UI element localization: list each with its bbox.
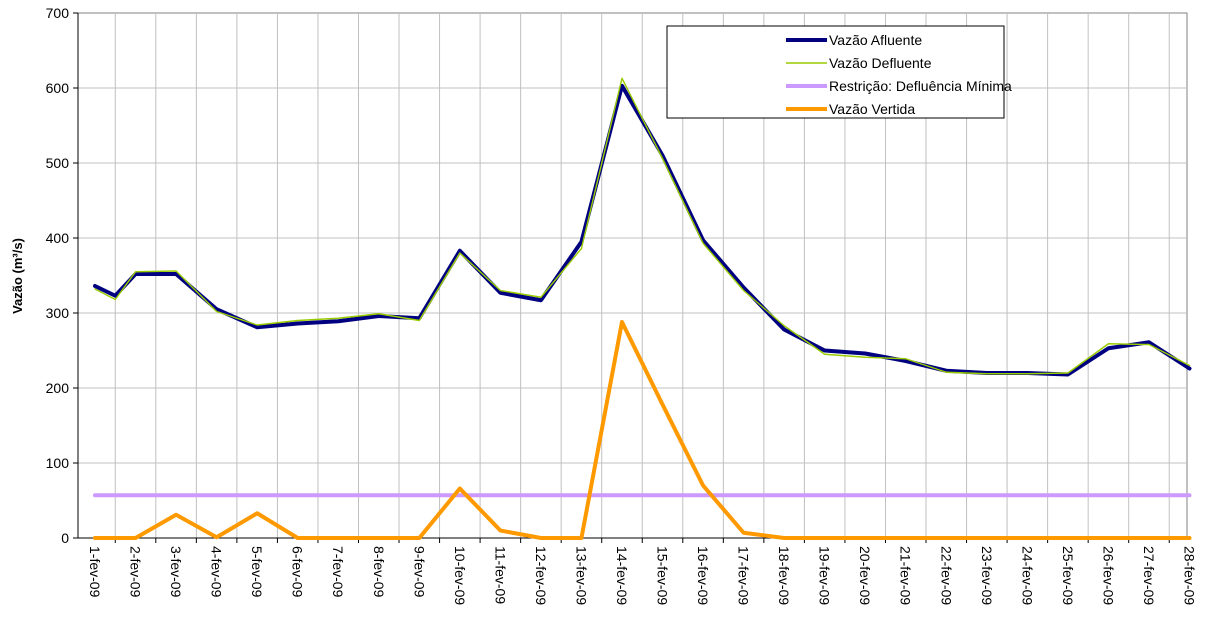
y-tick-label: 600 (46, 80, 70, 96)
series-line-3 (93, 320, 1192, 540)
x-tick-label: 2-fev-09 (128, 546, 144, 598)
legend-label-1: Vazão Defluente (829, 55, 932, 71)
x-tick-label: 9-fev-09 (411, 546, 427, 598)
series-line-0 (93, 83, 1192, 377)
grid (78, 13, 1187, 538)
x-tick-label: 24-fev-09 (1019, 546, 1035, 605)
y-axis-title: Vazão (m³/s) (10, 238, 25, 314)
x-tick-label: 18-fev-09 (776, 546, 792, 605)
x-tick-label: 25-fev-09 (1060, 546, 1076, 605)
x-tick-label: 28-fev-09 (1182, 546, 1198, 605)
series-line-1 (94, 77, 1191, 375)
x-tick-label: 23-fev-09 (979, 546, 995, 605)
x-tick-label: 27-fev-09 (1141, 546, 1157, 605)
x-tick-label: 12-fev-09 (533, 546, 549, 605)
x-tick-label: 11-fev-09 (492, 546, 508, 604)
series-group (93, 77, 1192, 540)
y-tick-label: 400 (46, 230, 70, 246)
x-axis-ticks: 1-fev-09 2-fev-09 3-fev-09 4-fev-09 5-fev-09… (87, 538, 1198, 605)
x-tick-label: 5-fev-09 (249, 546, 265, 598)
y-tick-label: 700 (46, 5, 70, 21)
legend-label-0: Vazão Afluente (829, 32, 922, 48)
x-tick-label: 7-fev-09 (330, 546, 346, 598)
x-tick-label: 20-fev-09 (857, 546, 873, 605)
y-tick-label: 200 (46, 380, 70, 396)
x-tick-label: 1-fev-09 (87, 546, 103, 598)
x-tick-label: 3-fev-09 (168, 546, 184, 598)
x-tick-label: 8-fev-09 (371, 546, 387, 598)
x-tick-label: 16-fev-09 (695, 546, 711, 605)
x-tick-label: 13-fev-09 (573, 546, 589, 605)
x-tick-label: 26-fev-09 (1100, 546, 1116, 605)
x-tick-label: 15-fev-09 (655, 546, 671, 605)
x-tick-label: 17-fev-09 (736, 546, 752, 605)
legend-label-2: Restrição: Defluência Mínima (829, 78, 1012, 94)
legend: Vazão Afluente Vazão Defluente Restrição: … (666, 25, 1012, 119)
x-tick-label: 14-fev-09 (614, 546, 630, 605)
y-tick-label: 0 (61, 530, 69, 546)
legend-box (666, 25, 1005, 119)
y-tick-label: 300 (46, 305, 70, 321)
x-tick-label: 19-fev-09 (817, 546, 833, 605)
x-tick-label: 4-fev-09 (209, 546, 225, 598)
y-tick-label: 100 (46, 455, 70, 471)
legend-label-3: Vazão Vertida (829, 101, 915, 117)
x-tick-label: 22-fev-09 (938, 546, 954, 605)
plot-area (77, 12, 1188, 539)
y-tick-label: 500 (46, 155, 70, 171)
x-tick-label: 10-fev-09 (452, 546, 468, 605)
x-tick-label: 21-fev-09 (898, 546, 914, 605)
x-tick-label: 6-fev-09 (290, 546, 306, 598)
y-axis-ticks: 0 100 200 300 400 500 600 700 (46, 5, 78, 546)
